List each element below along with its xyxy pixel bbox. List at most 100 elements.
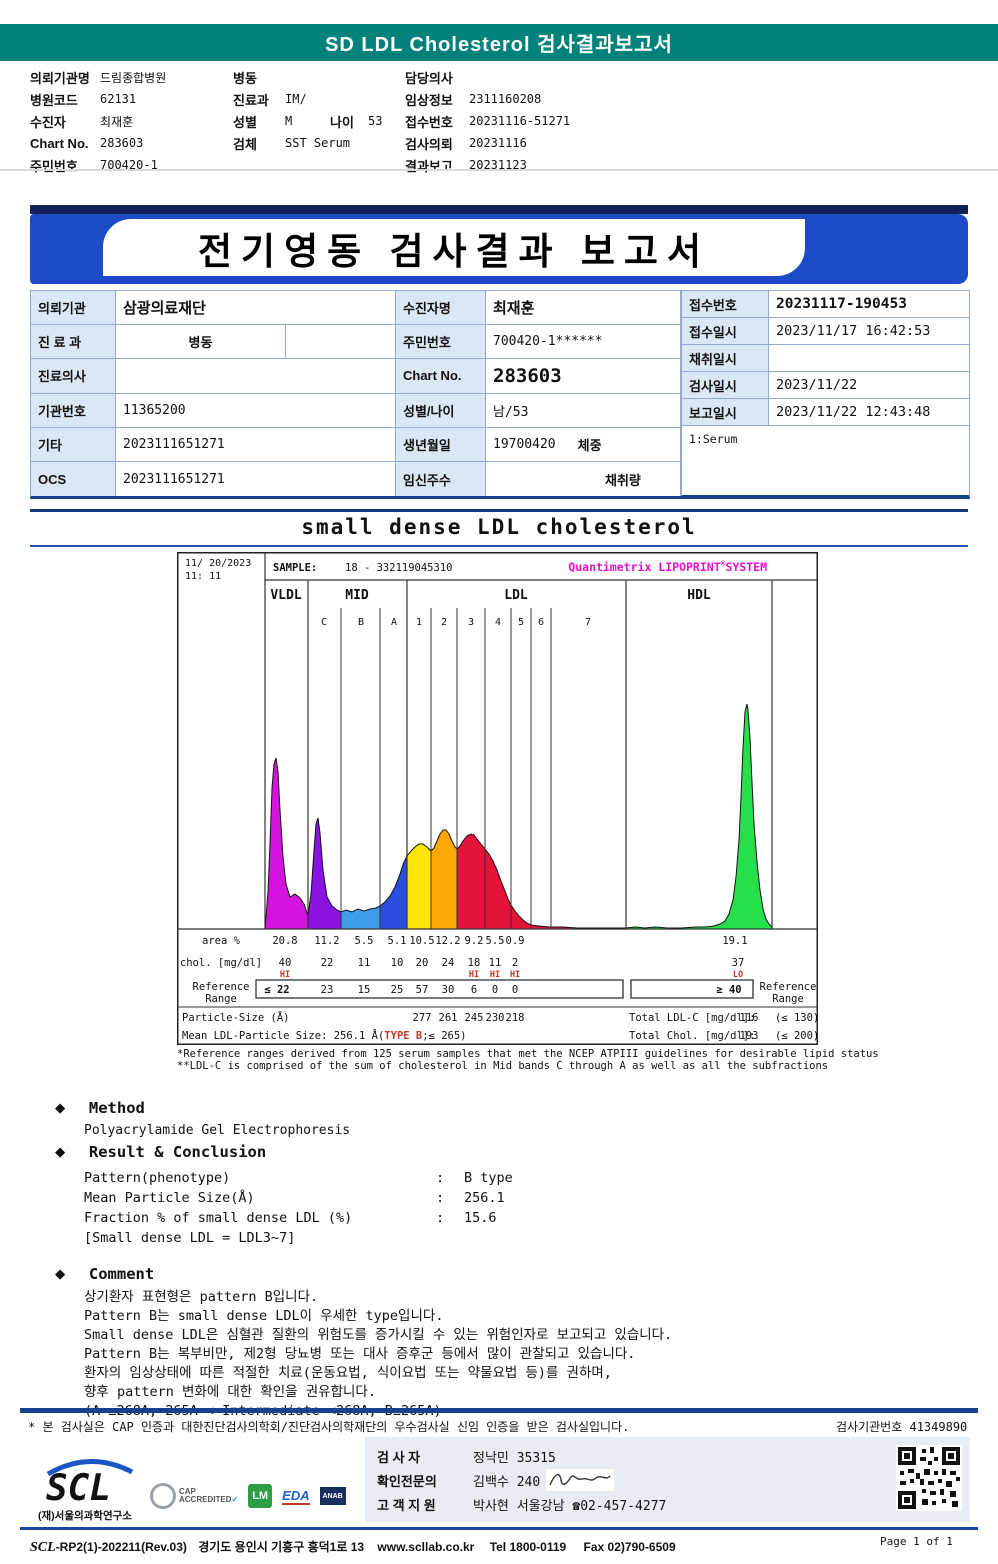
chol-value: 11 xyxy=(489,957,502,969)
band-label: 1 xyxy=(416,617,422,628)
serum-note: 1:Serum xyxy=(681,426,969,496)
staff-label: 확인전문의 xyxy=(377,1473,437,1489)
field-label: 병동 xyxy=(233,70,257,86)
table-label: 접수일시 xyxy=(681,318,769,345)
field-requesting-org: 의뢰기관명 드림종합병원 xyxy=(30,66,235,88)
table-value: 남/53 xyxy=(486,393,681,428)
table-value: 2023111651271 xyxy=(116,461,396,497)
table-label: 의뢰기관 xyxy=(31,291,116,326)
ref-margin-label: Range xyxy=(772,993,804,1005)
group-vldl-label: VLDL xyxy=(270,588,301,603)
group-mid-label: MID xyxy=(345,588,369,603)
field-value: 20231116 xyxy=(469,136,527,150)
footer-website: www.scllab.co.kr xyxy=(377,1540,475,1554)
table-value: 2023/11/22 xyxy=(769,372,969,399)
field-value: SST Serum xyxy=(285,136,351,150)
reference-box-main xyxy=(255,979,624,999)
table-value: 700420-1****** xyxy=(486,325,681,360)
field-label: 수진자 xyxy=(30,114,66,130)
chol-value: 11 xyxy=(358,957,371,969)
chart-date: 11/ 20/2023 xyxy=(185,558,251,569)
table-value-chart-no: 283603 xyxy=(486,359,681,394)
ref-value: 6 xyxy=(471,984,477,996)
field-value: 드림종합병원 xyxy=(100,70,167,85)
cap-accredited-icon: CAP ACCREDITED✓ xyxy=(150,1483,238,1509)
comment-body: 상기환자 표현형은 pattern B입니다. Pattern B는 small… xyxy=(84,1288,964,1421)
field-value: 283603 xyxy=(100,136,144,150)
flag-hi: HI xyxy=(510,970,520,980)
staff-value: 정낙민 35315 xyxy=(473,1450,556,1466)
band-label: A xyxy=(391,617,397,628)
field-value: M xyxy=(285,114,293,128)
field-resident-no: 주민번호 700420-1 xyxy=(30,154,235,176)
divider xyxy=(30,545,968,547)
ref-value: 30 xyxy=(442,984,455,996)
sample-label: SAMPLE: xyxy=(273,562,317,574)
ward-subcell: 병동 xyxy=(116,325,286,359)
area-value: 12.2 xyxy=(435,935,460,947)
band-label: C xyxy=(321,617,327,628)
table-value: 최재훈 xyxy=(486,291,681,326)
comment-line: Small dense LDL은 심혈관 질환의 위험도를 증가시킬 수 있는 … xyxy=(84,1327,673,1343)
footer-address: 경기도 용인시 기흥구 흥덕1로 13 xyxy=(198,1540,365,1554)
flag-hi: HI xyxy=(280,970,290,980)
divider xyxy=(0,169,998,171)
banner: 전기영동 검사결과 보고서 xyxy=(30,214,968,284)
staff-label: 검 사 자 xyxy=(377,1449,421,1465)
footer-tel: Tel 1800-0119 xyxy=(489,1540,567,1554)
patient-header-col2: 병동 진료과 IM/ 성별 M 나이 53 검체 SST Serum xyxy=(233,66,403,154)
result-value: B type xyxy=(464,1170,513,1186)
field-value: 최재훈 xyxy=(100,114,134,129)
result-label: Fraction % of small dense LDL (%) xyxy=(84,1210,353,1226)
total-chol-ref: (≤ 200) xyxy=(775,1030,818,1042)
report-title-bar: SD LDL Cholesterol 검사결과보고서 xyxy=(0,24,998,61)
field-test-request: 검사의뢰 20231116 xyxy=(405,132,645,154)
table-label: Chart No. xyxy=(396,359,486,394)
ref-value: ≤ 22 xyxy=(264,984,289,996)
staff-box: 검 사 자 정낙민 35315 확인전문의 김백수 240 고 객 지 원 박사… xyxy=(365,1437,970,1522)
staff-confirming-doctor: 확인전문의 김백수 240 xyxy=(365,1468,970,1492)
divider xyxy=(20,1408,978,1413)
table-label: OCS xyxy=(31,461,116,497)
table-value: 2023/11/22 12:43:48 xyxy=(769,399,969,426)
result-title: Result & Conclusion xyxy=(88,1143,267,1161)
footnote-1: *Reference ranges derived from 125 serum… xyxy=(177,1048,879,1060)
area-value: 10.5 xyxy=(409,935,434,947)
lipoprint-chart: 11/ 20/2023 11: 11 SAMPLE: 18 - 33211904… xyxy=(177,552,818,1045)
band-label: B xyxy=(358,617,364,628)
staff-value: 박사현 서울강남 ☎02-457-4277 xyxy=(473,1498,667,1514)
comment-line: 환자의 임상상태에 따른 적절한 치료(운동요법, 식이요법 또는 약물요법 등… xyxy=(84,1365,612,1381)
area-value: 5.5 xyxy=(486,935,505,947)
request-info-table: 의뢰기관 삼광의료재단 수진자명 최재훈 진 료 과 병동 주민번호 70042… xyxy=(30,290,970,499)
table-label: 진 료 과 xyxy=(31,325,116,360)
weight-label: 체중 xyxy=(577,437,602,453)
info-table-right: 접수번호 20231117-190453 접수일시 2023/11/17 16:… xyxy=(681,291,969,496)
table-label: 기타 xyxy=(31,427,116,462)
method-body: Polyacrylamide Gel Electrophoresis xyxy=(84,1123,351,1138)
flag-lo: LO xyxy=(733,970,743,980)
ref-row-label: Range xyxy=(205,993,237,1005)
result-colon: : xyxy=(436,1170,445,1186)
comment-line: 향후 pattern 변화에 대한 확인을 권유합니다. xyxy=(84,1384,376,1400)
staff-label: 고 객 지 원 xyxy=(377,1497,436,1513)
result-row-mean-size: Mean Particle Size(Å) : 256.1 xyxy=(84,1188,513,1208)
ref-value: 15 xyxy=(358,984,371,996)
ref-margin-label: Reference xyxy=(760,981,817,993)
anab-cert-icon: ANAB xyxy=(319,1487,346,1505)
mean-type-b: TYPE B xyxy=(384,1030,422,1042)
staff-tester: 검 사 자 정낙민 35315 xyxy=(365,1444,970,1468)
comment-line: Pattern B는 small dense LDL이 우세한 type입니다. xyxy=(84,1308,444,1324)
area-row-label: area % xyxy=(202,935,241,947)
cap-text2: ACCREDITED xyxy=(179,1495,232,1504)
field-doctor: 담당의사 xyxy=(405,66,645,88)
area-value: 11.2 xyxy=(314,935,339,947)
band-label: 7 xyxy=(585,617,591,628)
area-value: 0.9 xyxy=(506,935,525,947)
chol-value: 24 xyxy=(442,957,455,969)
ref-value: ≥ 40 xyxy=(716,984,741,996)
brand-prefix: Quantimetrix LIPOPRINT xyxy=(568,560,720,574)
result-rows: Pattern(phenotype) : B type Mean Particl… xyxy=(84,1168,513,1248)
chol-row-label: chol. [mg/dl] xyxy=(180,957,262,969)
total-chol-label: Total Chol. [mg/dl]: xyxy=(629,1030,755,1042)
collection-amount-label: 채취량 xyxy=(605,472,641,488)
